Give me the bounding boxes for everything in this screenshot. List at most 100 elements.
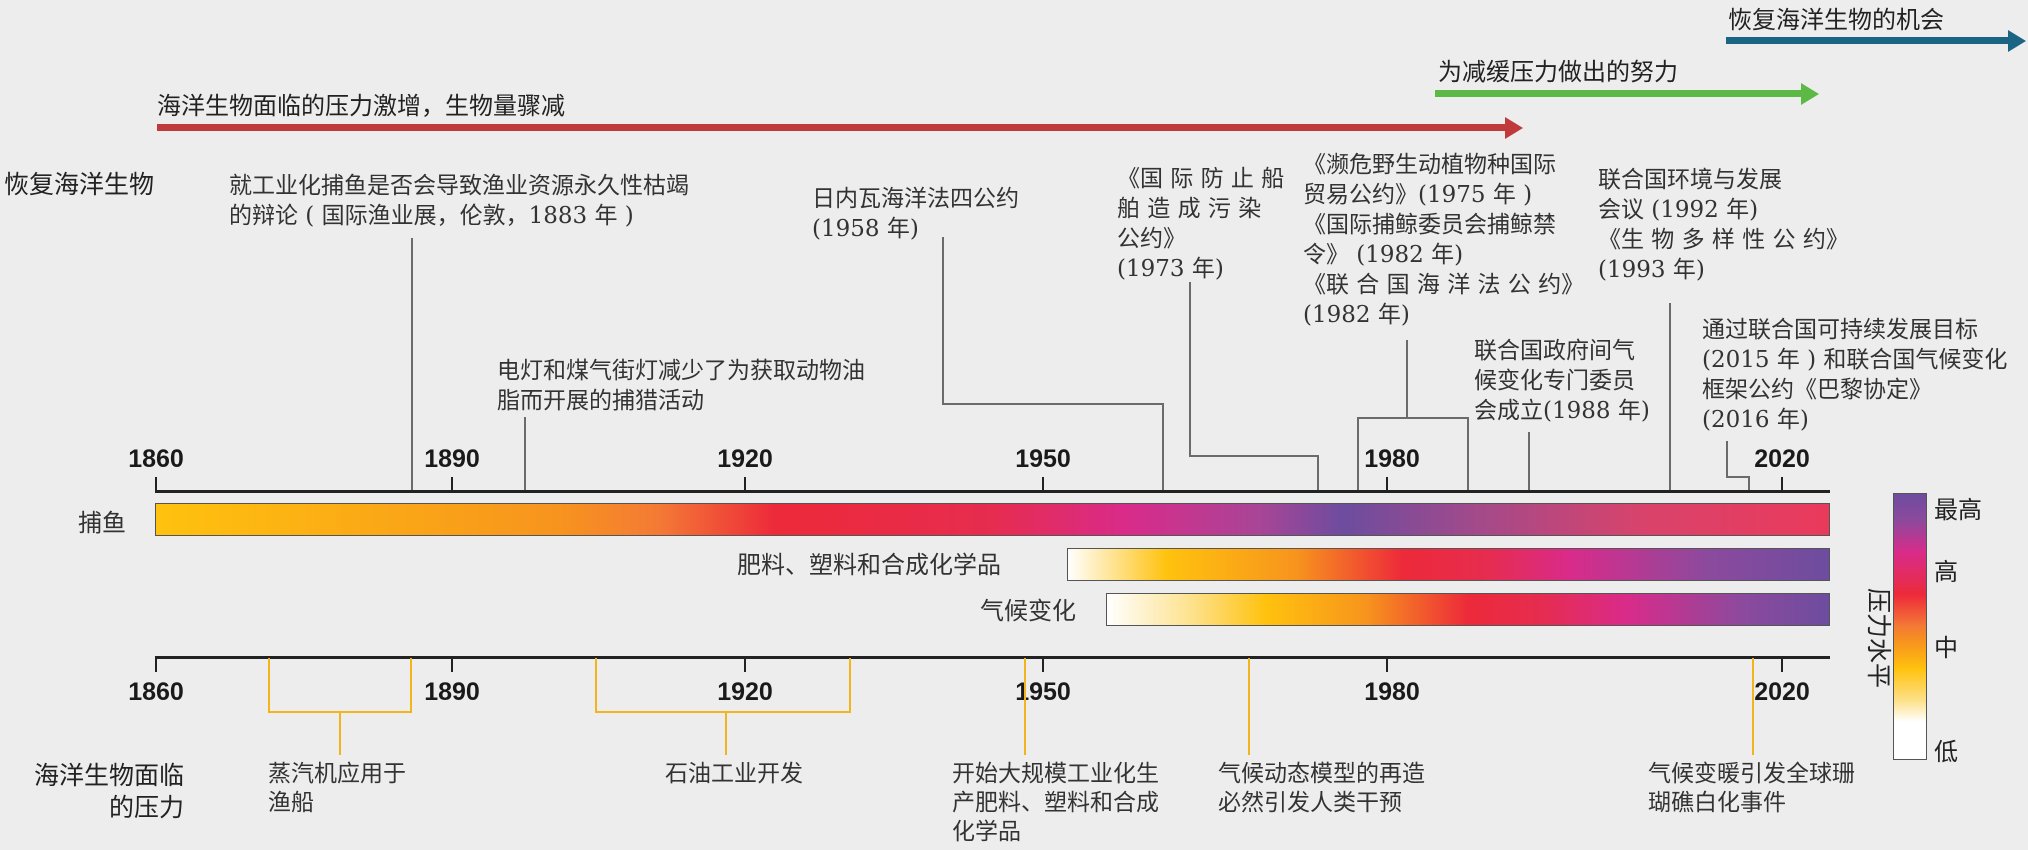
connector-2016-v1 — [1726, 441, 1728, 477]
upper-tick-1950 — [1042, 477, 1044, 491]
event-geneva-conventions: 日内瓦海洋法四公约 (1958 年) — [812, 184, 1019, 244]
event-line: (1993 年) — [1598, 257, 1705, 283]
connector-1958-v1 — [942, 237, 944, 404]
event-line: 《濒危野生动植物种国际 — [1303, 152, 1556, 178]
phase-arrow-recovery — [1726, 37, 2010, 44]
event-line: (2015 年 ) 和联合国气候变化 — [1702, 347, 2008, 373]
lower-section-title-line1: 海洋生物面临 — [33, 761, 184, 790]
event-line: 日内瓦海洋法四公约 — [812, 186, 1019, 212]
event-line: 公约》 — [1117, 226, 1186, 252]
connector-climate-models — [1248, 658, 1250, 755]
connector-1883 — [411, 238, 413, 491]
event-sdgs-paris: 通过联合国可持续发展目标 (2015 年 ) 和联合国气候变化 框架公约《巴黎协… — [1702, 315, 2007, 435]
connector-2016-v2 — [1748, 476, 1750, 491]
connector-1982 — [1467, 417, 1469, 491]
connector-steam-left — [268, 658, 270, 713]
connector-2016-h — [1726, 476, 1750, 478]
connector-1958-h — [942, 403, 1164, 405]
bar-label-chemicals: 肥料、塑料和合成化学品 — [737, 551, 1001, 579]
event-line: 蒸汽机应用于 — [268, 761, 406, 787]
pressure-level-legend — [1893, 493, 1927, 760]
event-line: 渔船 — [268, 790, 314, 816]
event-electric-lighting: 电灯和煤气街灯减少了为获取动物油 脂而开展的捕猎活动 — [497, 356, 865, 416]
event-fishery-debate: 就工业化捕鱼是否会导致渔业资源永久性枯竭 的辩论 ( 国际渔业展，伦敦，1883… — [229, 171, 689, 231]
phase-arrow-efforts — [1435, 90, 1803, 97]
lower-tick-1980 — [1386, 658, 1388, 672]
lower-year-1860: 1860 — [128, 678, 184, 706]
event-oil-industry: 石油工业开发 — [665, 760, 803, 789]
event-line: 的辩论 ( 国际渔业展，伦敦，1883 年 ) — [229, 203, 634, 229]
event-ipcc: 联合国政府间气 候变化专门委员 会成立(1988 年) — [1474, 336, 1650, 426]
upper-tick-1890 — [451, 477, 453, 491]
event-unced-cbd: 联合国环境与发展 会议 (1992 年) 《生 物 多 样 性 公 约》 (19… — [1598, 165, 1849, 285]
event-line: 通过联合国可持续发展目标 — [1702, 317, 1978, 343]
upper-year-1920: 1920 — [717, 445, 773, 473]
lower-tick-1950 — [1042, 658, 1044, 672]
upper-tick-2020 — [1781, 477, 1783, 491]
event-line: 脂而开展的捕猎活动 — [497, 388, 704, 414]
event-line: (1973 年) — [1117, 256, 1224, 282]
event-line: 联合国环境与发展 — [1598, 167, 1782, 193]
connector-1958-v2 — [1162, 403, 1164, 491]
connector-oil-right — [849, 658, 851, 713]
connector-1975 — [1357, 417, 1359, 491]
event-industrial-chemicals: 开始大规模工业化生 产肥料、塑料和合成 化学品 — [952, 760, 1159, 847]
event-line: 就工业化捕鱼是否会导致渔业资源永久性枯竭 — [229, 173, 689, 199]
upper-year-1950: 1950 — [1015, 445, 1071, 473]
event-line: 联合国政府间气 — [1474, 338, 1635, 364]
event-line: 《国 际 防 止 船 — [1117, 166, 1285, 192]
event-climate-models: 气候动态模型的再造 必然引发人类干预 — [1218, 760, 1425, 818]
event-line: (1958 年) — [812, 216, 919, 242]
event-steam-trawlers: 蒸汽机应用于 渔船 — [268, 760, 406, 818]
event-line: 令》 (1982 年) — [1303, 242, 1464, 268]
lower-year-1980: 1980 — [1364, 678, 1420, 706]
event-line: 瑚礁白化事件 — [1648, 790, 1786, 816]
event-line: 框架公约《巴黎协定》 — [1702, 377, 1932, 403]
arrow-head-icon — [1505, 117, 1523, 139]
connector-1973-v2 — [1317, 455, 1319, 491]
upper-section-title: 恢复海洋生物 — [4, 170, 155, 199]
pressure-bar-climate — [1106, 593, 1830, 626]
legend-level-highest: 最高 — [1934, 496, 1982, 524]
lower-year-2020: 2020 — [1754, 678, 1810, 706]
legend-title: 压力水平 — [1864, 587, 1893, 688]
lower-tick-2020 — [1781, 658, 1783, 672]
phase-label-recovery: 恢复海洋生物的机会 — [1728, 6, 1944, 34]
event-line: 气候变暖引发全球珊 — [1648, 761, 1855, 787]
phase-label-efforts: 为减缓压力做出的努力 — [1438, 58, 1678, 86]
legend-level-low: 低 — [1934, 738, 1958, 766]
phase-arrow-pressure — [157, 124, 1507, 131]
upper-timeline-axis — [155, 490, 1830, 493]
upper-year-2020: 2020 — [1754, 445, 1810, 473]
event-line: 《国际捕鲸委员会捕鲸禁 — [1303, 212, 1556, 238]
upper-year-1890: 1890 — [424, 445, 480, 473]
event-line: 舶 造 成 污 染 — [1117, 196, 1262, 222]
connector-oil-left — [595, 658, 597, 713]
arrow-head-icon — [2008, 30, 2026, 52]
connector-oil-stem — [725, 711, 727, 755]
lower-section-title: 海洋生物面临 的压力 — [4, 760, 184, 824]
event-line: 候变化专门委员 — [1474, 368, 1635, 394]
connector-1973-h — [1189, 455, 1319, 457]
connector-coral-bleaching — [1752, 658, 1754, 755]
pressure-bar-fishing — [155, 503, 1830, 536]
bar-label-climate: 气候变化 — [980, 597, 1076, 625]
lower-section-title-line2: 的压力 — [108, 793, 184, 822]
event-line: 必然引发人类干预 — [1218, 790, 1402, 816]
lower-year-1920: 1920 — [717, 678, 773, 706]
event-line: 会成立(1988 年) — [1474, 398, 1650, 424]
event-line: 石油工业开发 — [665, 761, 803, 787]
event-line: 《联 合 国 海 洋 法 公 约》 — [1303, 272, 1585, 298]
event-line: 化学品 — [952, 819, 1021, 845]
connector-oil-bracket — [595, 711, 851, 713]
event-line: 气候动态模型的再造 — [1218, 761, 1425, 787]
lower-tick-1860 — [155, 658, 157, 672]
upper-year-1860: 1860 — [128, 445, 184, 473]
lower-tick-1920 — [744, 658, 746, 672]
legend-level-high: 高 — [1934, 558, 1958, 586]
phase-label-pressure: 海洋生物面临的压力激增，生物量骤减 — [157, 92, 565, 120]
lower-timeline-axis — [155, 656, 1830, 659]
lower-tick-1890 — [451, 658, 453, 672]
connector-1982-stem — [1406, 340, 1408, 418]
event-marpol: 《国 际 防 止 船 舶 造 成 污 染 公约》 (1973 年) — [1117, 164, 1284, 284]
